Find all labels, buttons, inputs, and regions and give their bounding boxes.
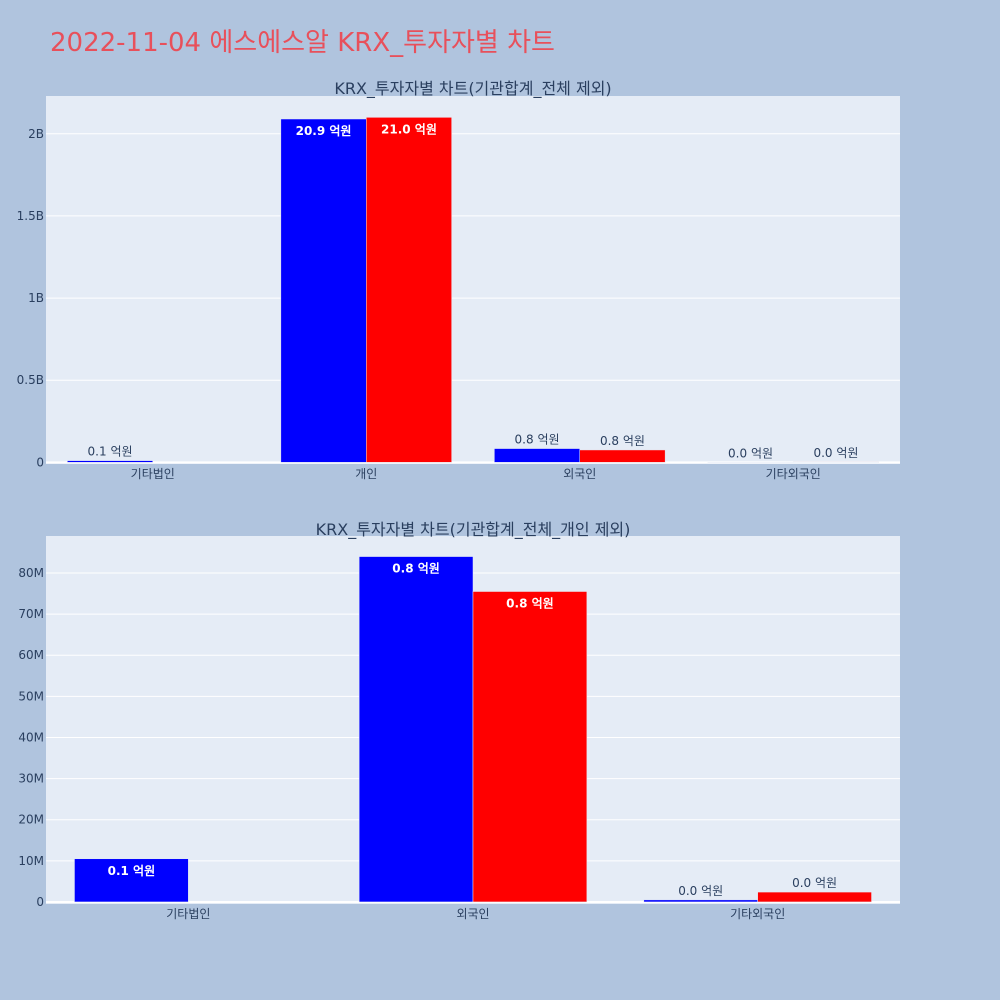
bar (366, 117, 452, 463)
x-tick-label: 개인 (355, 467, 377, 481)
data-label: 21.0 억원 (381, 122, 437, 136)
y-tick-label: 1.5B (17, 209, 44, 223)
y-tick-label: 0 (36, 895, 44, 909)
x-tick-label: 기타외국인 (730, 907, 785, 921)
bar (472, 591, 588, 903)
data-label: 0.8 억원 (506, 597, 554, 611)
y-tick-label: 10M (18, 854, 44, 868)
bar (643, 899, 758, 903)
y-tick-label: 70M (18, 607, 44, 621)
bar (280, 118, 367, 463)
y-tick-label: 80M (18, 566, 44, 580)
plot-area (46, 96, 900, 464)
data-label: 20.9 억원 (296, 124, 352, 138)
bar (358, 556, 474, 903)
chart-title: KRX_투자자별 차트(기관합계_전체_개인 제외) (316, 520, 631, 540)
y-tick-label: 30M (18, 772, 44, 786)
data-label: 0.8 억원 (515, 433, 560, 447)
x-tick-label: 외국인 (456, 907, 489, 921)
x-tick-label: 기타법인 (131, 467, 175, 481)
data-label: 0.0 억원 (728, 446, 773, 460)
bar (67, 460, 153, 463)
y-tick-label: 60M (18, 648, 44, 662)
data-label: 0.0 억원 (792, 876, 837, 890)
bar (494, 448, 581, 463)
data-label: 0.8 억원 (600, 434, 645, 448)
data-label: 0.0 억원 (813, 446, 858, 460)
data-label: 0.8 억원 (392, 562, 440, 576)
x-tick-label: 외국인 (563, 467, 596, 481)
data-label: 0.1 억원 (88, 445, 133, 459)
bar (74, 858, 189, 903)
y-tick-label: 1B (28, 291, 44, 305)
data-label: 0.1 억원 (108, 864, 156, 878)
x-tick-label: 기타법인 (166, 907, 210, 921)
y-tick-label: 50M (18, 689, 44, 703)
y-tick-label: 2B (28, 127, 44, 141)
y-tick-label: 0.5B (17, 373, 44, 387)
chart-title: KRX_투자자별 차트(기관합계_전체 제외) (334, 79, 611, 99)
y-tick-label: 20M (18, 813, 44, 827)
data-label: 0.0 억원 (678, 884, 723, 898)
y-tick-label: 0 (36, 455, 44, 469)
bar (757, 891, 872, 903)
bar (579, 449, 666, 463)
x-tick-label: 기타외국인 (766, 467, 821, 481)
page-title: 2022-11-04 에스에스알 KRX_투자자별 차트 (50, 28, 555, 58)
y-tick-label: 40M (18, 730, 44, 744)
